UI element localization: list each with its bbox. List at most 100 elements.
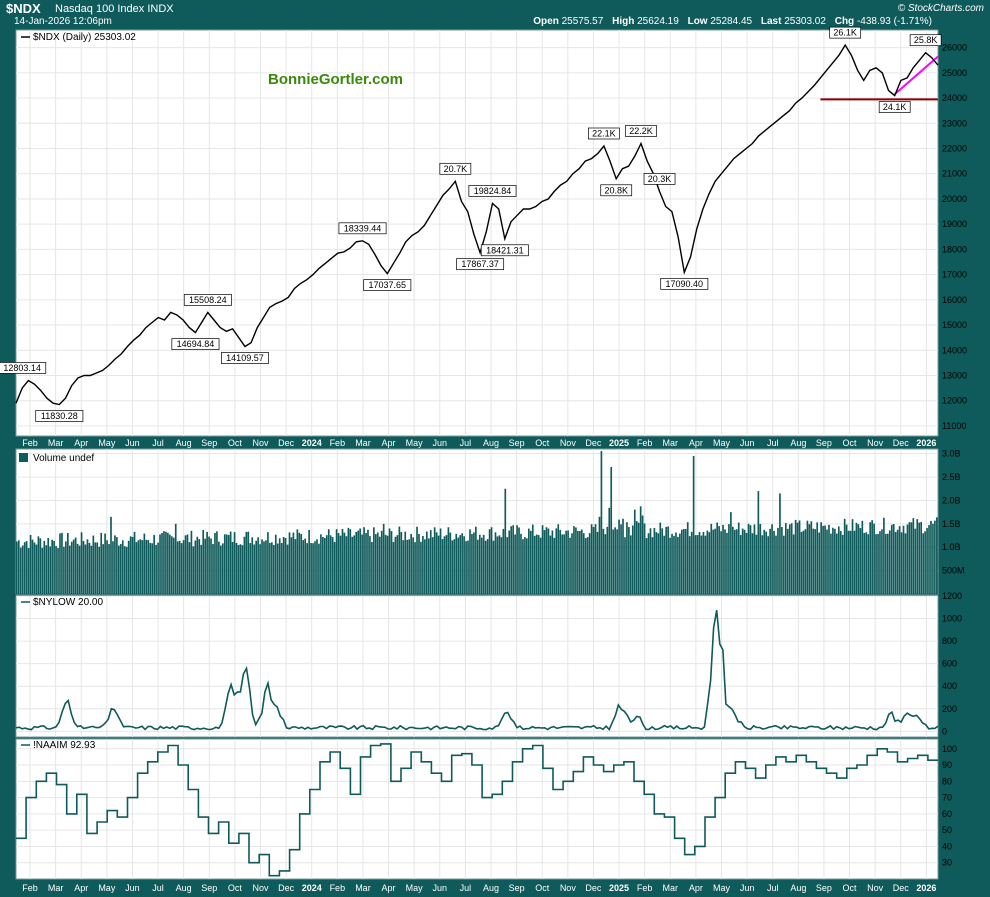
volume-bar [606,526,609,594]
nylow-tick-label: 200 [942,704,957,714]
volume-bar [492,540,495,594]
volume-bar [145,539,148,594]
volume-bar [63,546,65,594]
volume-bar [904,533,907,594]
month-tick-label-bottom: Aug [790,883,806,893]
volume-bar [490,527,493,594]
volume-bar [396,535,399,594]
volume-bar [537,535,540,594]
volume-bar [229,531,232,594]
nylow-tick-label: 800 [942,636,957,646]
price-annotation-box [456,258,505,271]
volume-bar [661,528,664,594]
volume-bar [857,524,860,594]
naaim-line [16,743,938,877]
volume-bar [100,532,103,594]
volume-bar [322,536,324,594]
price-annotation-label: 24.1K [883,102,907,112]
volume-bar [23,542,26,594]
volume-bar [757,491,760,594]
volume-bar [753,524,756,594]
volume-bar [176,541,179,594]
volume-bar [796,522,799,594]
volume-bar [384,534,387,594]
volume-bar [482,534,485,594]
volume-bar [788,524,791,594]
volume-bar [930,520,932,594]
price-annotation-label: 25.8K [914,35,938,45]
volume-bar [208,536,210,594]
volume-bar [312,543,314,594]
volume-bar [594,524,597,594]
volume-bar [500,537,503,594]
month-tick-label-bottom: Jun [740,883,755,893]
nylow-tick-label: 600 [942,659,957,669]
month-tick-label-bottom: Oct [535,883,550,893]
month-tick-label-top: Jun [125,438,140,448]
volume-bar [637,522,640,594]
volume-bar [837,526,840,594]
volume-bar [702,532,705,594]
volume-bar [559,529,562,594]
volume-bar [59,533,61,594]
volume-bar [19,547,22,594]
volume-bar [449,532,452,594]
volume-bar [257,537,259,594]
volume-bar [170,536,173,594]
volume-bar [47,538,50,594]
volume-bar [80,532,83,594]
month-tick-label-top: Feb [330,438,346,448]
volume-bar [902,525,905,594]
volume-bar [424,539,426,594]
month-tick-label-bottom: Aug [176,883,192,893]
volume-bar [494,532,497,594]
volume-bar [310,542,312,594]
volume-legend-swatch [19,453,28,462]
price-annotation-box [588,127,620,140]
volume-bar [712,529,715,594]
volume-bar [888,530,891,594]
volume-bar [484,540,487,594]
volume-bar [584,538,587,594]
month-tick-label-top: May [713,438,731,448]
month-tick-label-bottom: Jul [460,883,472,893]
price-annotation-label: 17090.40 [666,279,704,289]
volume-bar [373,527,375,594]
volume-bar [223,534,226,594]
volume-bar [355,532,358,594]
nylow-line [15,610,939,732]
volume-bar [435,532,438,594]
volume-bar [300,534,303,594]
price-line [15,43,939,406]
open-label: Open [533,16,559,27]
price-annotation-label: 18421.31 [486,245,524,255]
volume-bar [818,532,820,594]
chg-label: Chg [834,16,855,27]
timestamp: 14-Jan-2026 12:06pm [14,16,112,27]
volume-bar [212,544,214,594]
volume-tick-label: 3.0B [942,449,961,459]
month-tick-label-bottom: Jul [152,883,164,893]
volume-bar [588,533,591,594]
volume-bar [663,535,666,594]
volume-bar [516,525,518,594]
month-tick-label-top: Apr [689,438,703,448]
volume-bar [155,544,157,594]
month-tick-label-bottom: Sep [509,883,525,893]
volume-bar [473,532,475,594]
volume-bar [478,534,481,594]
volume-bar [898,526,901,594]
naaim-tick-label: 40 [942,841,952,851]
price-annotation-label: 14694.84 [177,339,215,349]
volume-bar [769,528,771,594]
price-annotation-box [909,34,942,47]
chg-value: -438.93 (-1.71%) [856,16,932,27]
volume-bar [271,542,273,594]
volume-bar [518,527,520,594]
volume-bar [569,537,571,594]
volume-bar [457,537,460,594]
volume-bar [325,535,328,594]
volume-bar [535,534,538,594]
volume-bar [251,537,254,594]
volume-bar [781,526,783,594]
